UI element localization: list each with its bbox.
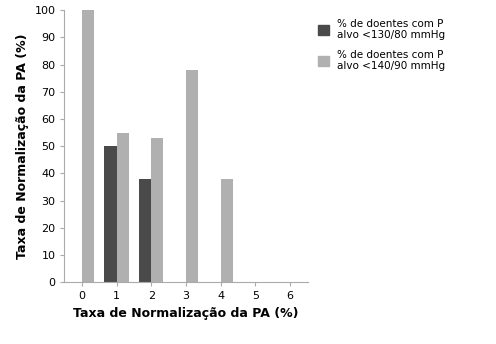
Bar	[221, 179, 233, 282]
Y-axis label: Taxa de Normalização da PA (%): Taxa de Normalização da PA (%)	[16, 33, 29, 259]
Bar	[117, 132, 128, 282]
Bar	[82, 10, 94, 282]
Bar	[186, 70, 198, 282]
Bar	[151, 138, 163, 282]
Bar	[139, 179, 151, 282]
Legend: % de doentes com P
alvo <130/80 mmHg, % de doentes com P
alvo <140/90 mmHg: % de doentes com P alvo <130/80 mmHg, % …	[315, 15, 448, 74]
Bar	[104, 146, 117, 282]
X-axis label: Taxa de Normalização da PA (%): Taxa de Normalização da PA (%)	[73, 307, 299, 320]
